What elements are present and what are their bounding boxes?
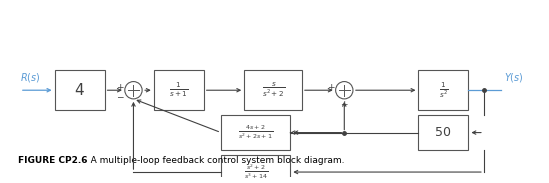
Text: $\frac{1}{s+1}$: $\frac{1}{s+1}$ bbox=[169, 81, 188, 99]
Text: FIGURE CP2.6: FIGURE CP2.6 bbox=[18, 156, 87, 165]
Bar bbox=[418, 70, 468, 110]
Bar bbox=[54, 70, 105, 110]
Bar bbox=[154, 70, 204, 110]
Text: +: + bbox=[327, 83, 335, 92]
Ellipse shape bbox=[335, 82, 353, 99]
Text: −: − bbox=[116, 93, 124, 102]
Text: $\frac{4s+2}{s^2+2s+1}$: $\frac{4s+2}{s^2+2s+1}$ bbox=[238, 124, 273, 141]
Text: 4: 4 bbox=[75, 83, 85, 98]
Text: +: + bbox=[340, 100, 348, 109]
Text: 50: 50 bbox=[435, 126, 451, 139]
Text: A multiple-loop feedback control system block diagram.: A multiple-loop feedback control system … bbox=[82, 156, 345, 165]
Text: $Y(s)$: $Y(s)$ bbox=[504, 71, 524, 84]
Bar bbox=[221, 155, 290, 183]
Text: $R(s)$: $R(s)$ bbox=[20, 71, 41, 84]
Text: +: + bbox=[116, 83, 124, 92]
Text: $\frac{s^2+2}{s^3+14}$: $\frac{s^2+2}{s^3+14}$ bbox=[244, 163, 268, 181]
Bar bbox=[418, 115, 468, 150]
Bar bbox=[221, 115, 290, 150]
Bar bbox=[244, 70, 302, 110]
Ellipse shape bbox=[125, 82, 142, 99]
Text: $\frac{s}{s^2+2}$: $\frac{s}{s^2+2}$ bbox=[261, 81, 284, 99]
Text: $\frac{1}{s^2}$: $\frac{1}{s^2}$ bbox=[439, 80, 448, 100]
